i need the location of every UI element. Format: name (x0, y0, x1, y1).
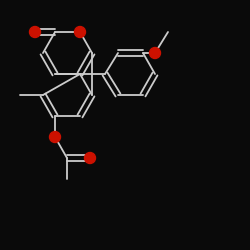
Circle shape (84, 152, 96, 164)
Circle shape (30, 26, 40, 38)
Circle shape (150, 48, 160, 58)
Circle shape (74, 26, 86, 38)
Circle shape (50, 132, 60, 142)
